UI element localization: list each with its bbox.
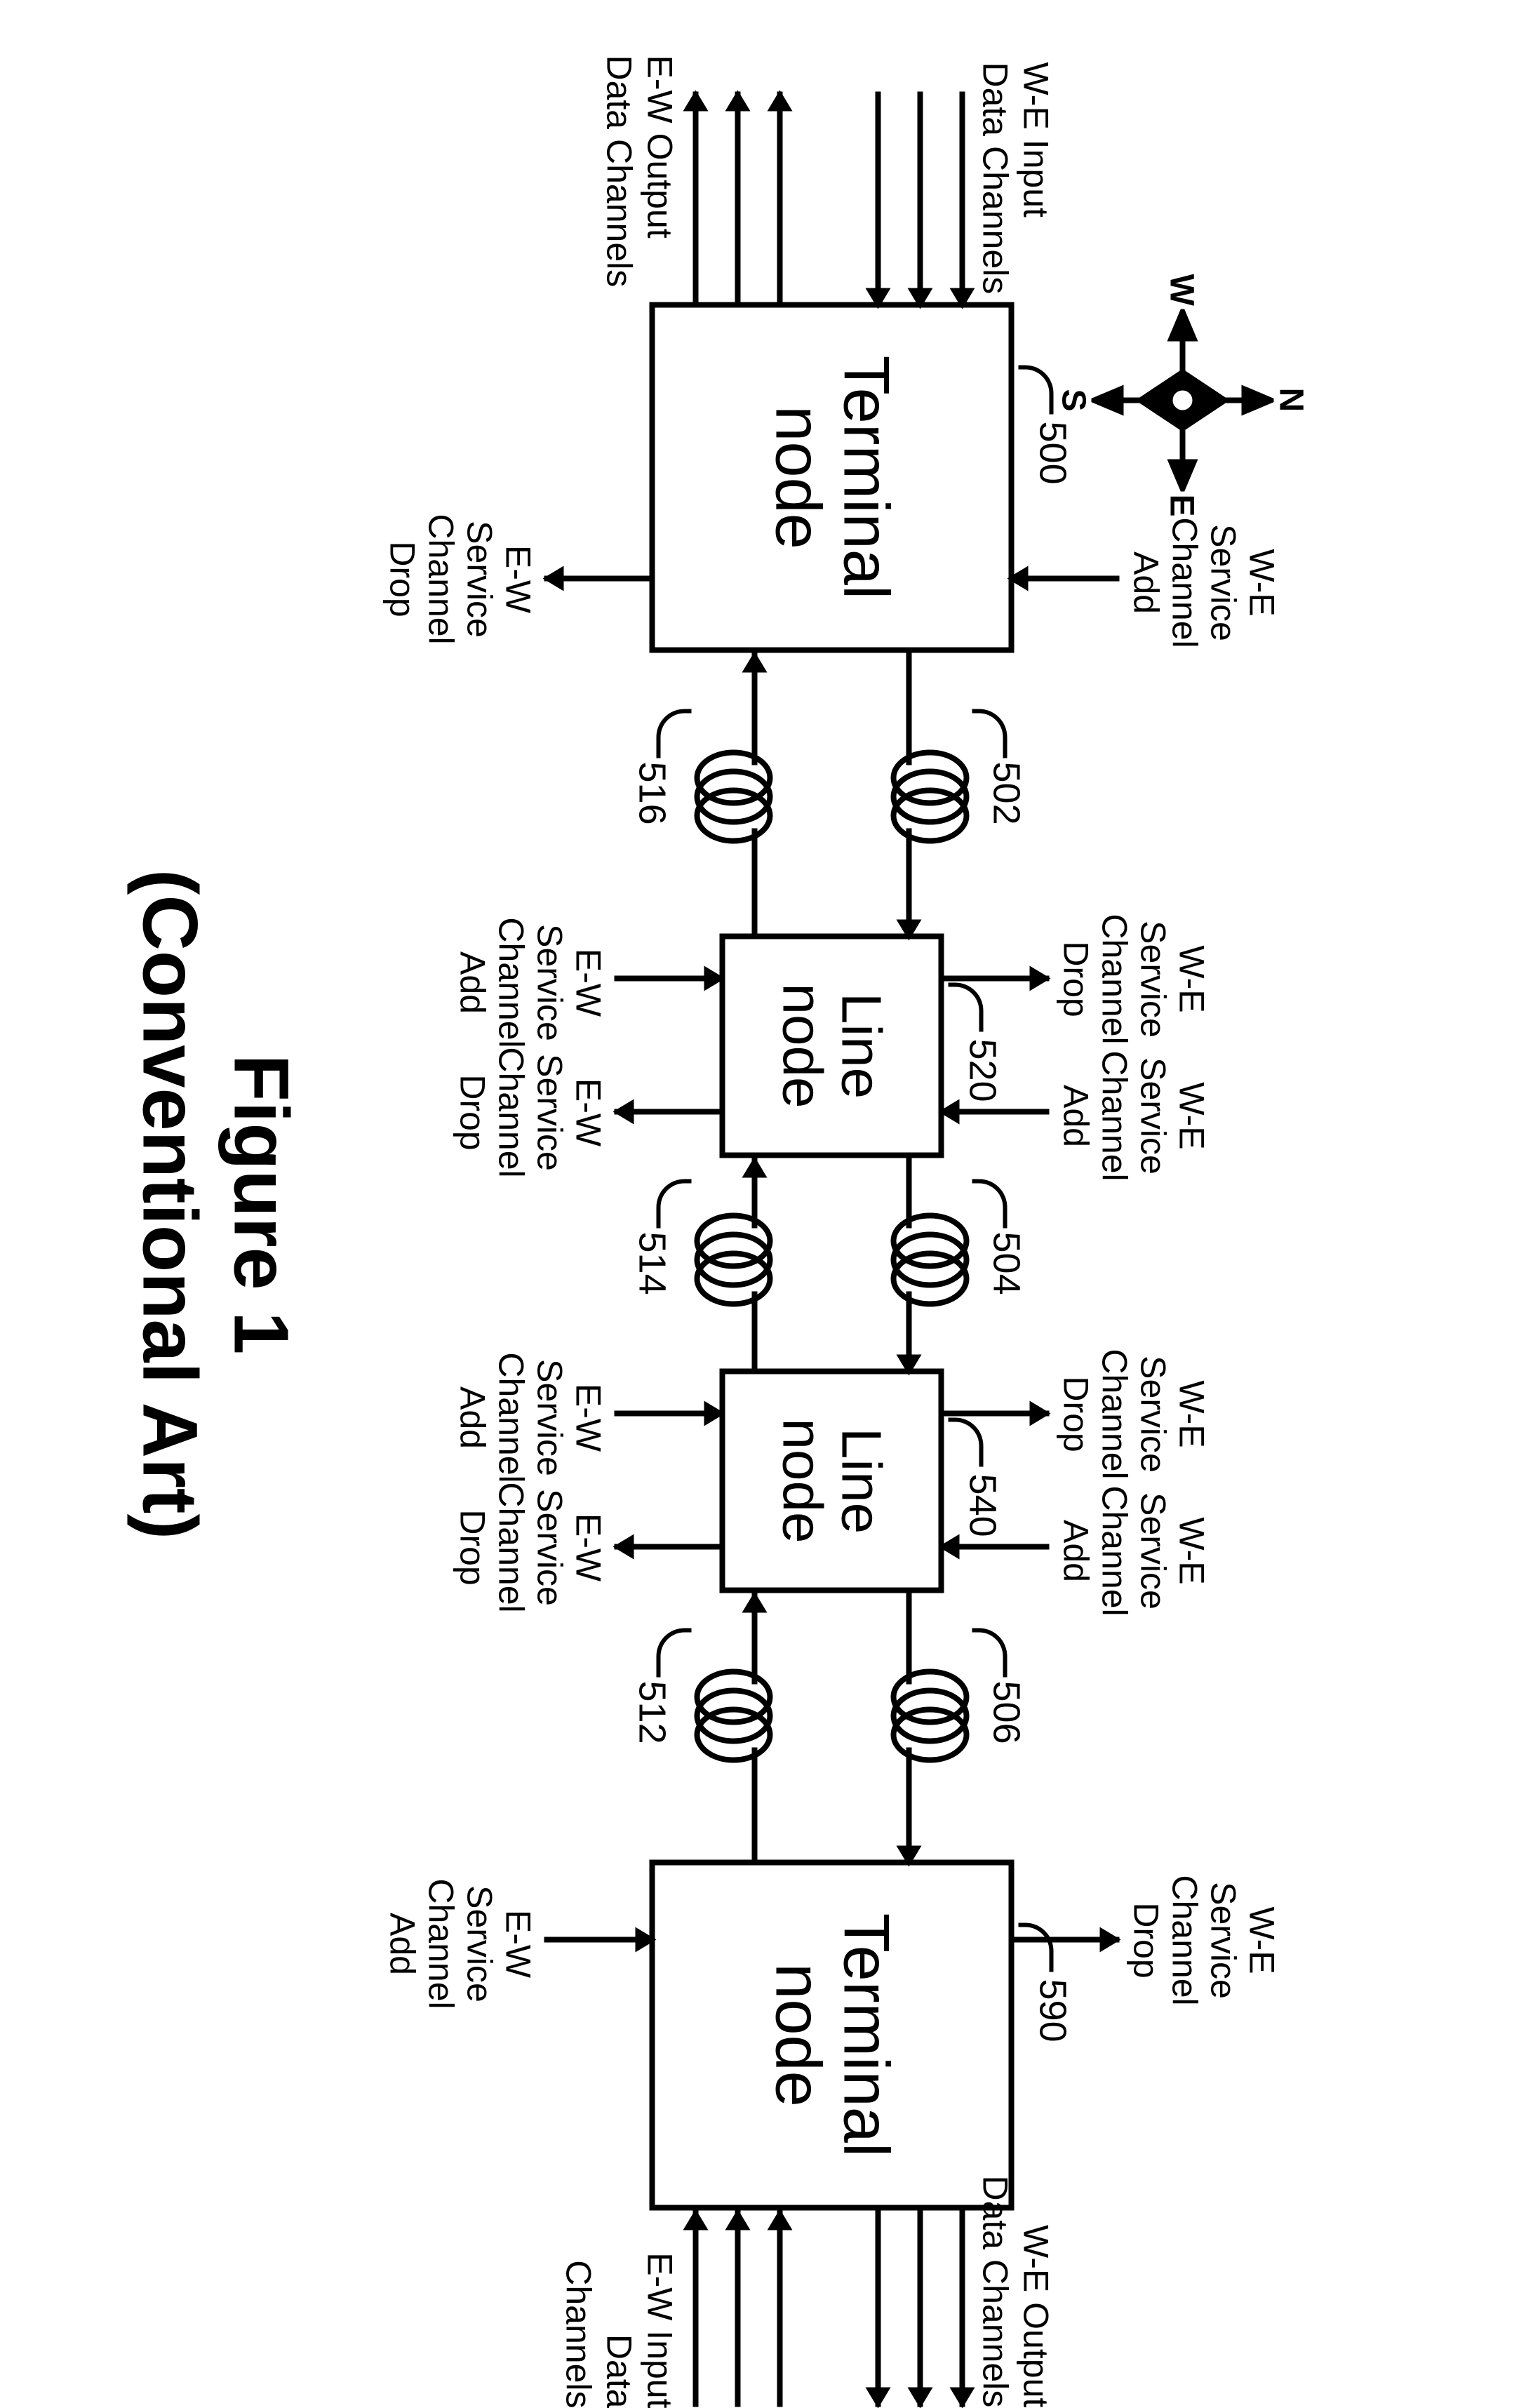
svc-we-add-tl-label: W-E Service Channel Add bbox=[1126, 512, 1280, 653]
fiber-top-2b bbox=[906, 1291, 911, 1374]
line-node-2: Line node bbox=[719, 1368, 944, 1593]
svc-ew-drop-tl bbox=[544, 575, 655, 581]
ref-curve-520 bbox=[948, 982, 983, 1031]
svc-ew-add-tr-label: E-W Service Channel Add bbox=[382, 1873, 537, 2014]
svc-we-drop-l2-label: W-E Service Channel Drop bbox=[1056, 1340, 1210, 1487]
ref-curve-504 bbox=[972, 1179, 1007, 1228]
ref-504: 504 bbox=[984, 1231, 1028, 1295]
line-node-1: Line node bbox=[719, 933, 944, 1158]
figure-title-1: Figure 1 bbox=[216, 0, 305, 2408]
svc-ew-drop-l2 bbox=[614, 1544, 723, 1549]
svc-ew-add-l1 bbox=[614, 975, 723, 981]
svc-ew-add-l1-label: E-W Service Channel Add bbox=[453, 912, 607, 1052]
terminal-node-right-label: Terminal node bbox=[763, 1913, 899, 2157]
ref-502: 502 bbox=[984, 761, 1028, 824]
ew-output-arrow-1 bbox=[777, 91, 782, 307]
ref-curve-512 bbox=[656, 1628, 691, 1677]
line-node-1-label: Line node bbox=[772, 983, 890, 1108]
fiber-bot-1b bbox=[751, 653, 757, 765]
svc-we-drop-tr-label: W-E Service Channel Drop bbox=[1126, 1866, 1280, 2014]
fiber-bot-2b bbox=[751, 1158, 757, 1228]
svc-ew-add-l2 bbox=[614, 1410, 723, 1416]
we-input-label: W-E Input Data Channels bbox=[975, 62, 1056, 294]
ref-curve-540 bbox=[948, 1417, 983, 1466]
we-input-arrow-1 bbox=[959, 91, 965, 307]
svc-we-add-l2-label: W-E Service Channel Add bbox=[1056, 1480, 1210, 1621]
svc-we-add-l1 bbox=[939, 1109, 1049, 1114]
ew-input-arrow-2 bbox=[735, 2210, 740, 2407]
ref-curve-514 bbox=[656, 1179, 691, 1228]
line-node-2-label: Line node bbox=[772, 1418, 890, 1543]
compass-s: S bbox=[1054, 389, 1092, 411]
svc-ew-drop-l2-label: E-W Service Channel Drop bbox=[453, 1473, 607, 1621]
ref-512: 512 bbox=[630, 1680, 674, 1744]
ref-590: 590 bbox=[1031, 1979, 1074, 2042]
we-output-arrow-1 bbox=[959, 2210, 965, 2407]
ref-curve-502 bbox=[972, 709, 1007, 758]
ref-520: 520 bbox=[960, 1038, 1004, 1102]
coil-bot-1 bbox=[691, 744, 775, 849]
svc-we-add-l2 bbox=[939, 1544, 1049, 1549]
svc-ew-drop-tl-label: E-W Service Channel Drop bbox=[382, 505, 537, 653]
ref-curve-590 bbox=[1018, 1922, 1053, 1972]
fiber-top-1b bbox=[906, 828, 911, 939]
ew-input-label: E-W Input Data Channels bbox=[558, 2189, 680, 2408]
svc-we-drop-l2 bbox=[939, 1410, 1049, 1416]
svc-ew-add-l2-label: E-W Service Channel Add bbox=[453, 1347, 607, 1487]
ref-curve-516 bbox=[656, 709, 691, 758]
ref-516: 516 bbox=[630, 761, 674, 824]
ref-506: 506 bbox=[984, 1680, 1028, 1744]
coil-bot-3 bbox=[691, 1663, 775, 1768]
coil-top-1 bbox=[888, 744, 972, 849]
fiber-top-3b bbox=[906, 1747, 911, 1865]
ref-curve-506 bbox=[972, 1628, 1007, 1677]
we-input-arrow-3 bbox=[875, 91, 881, 307]
svc-ew-drop-l1-label: E-W Service Channel Drop bbox=[453, 1038, 607, 1186]
svc-we-drop-tr bbox=[1008, 1937, 1119, 1942]
svc-we-drop-l1-label: W-E Service Channel Drop bbox=[1056, 905, 1210, 1052]
ew-input-arrow-3 bbox=[692, 2210, 698, 2407]
ref-514: 514 bbox=[630, 1231, 674, 1295]
terminal-node-left: Terminal node bbox=[649, 302, 1014, 653]
ew-output-label: E-W Output Data Channels bbox=[598, 55, 680, 287]
terminal-node-right: Terminal node bbox=[649, 1859, 1014, 2210]
svc-ew-add-tr bbox=[544, 1937, 655, 1942]
fiber-bot-3b bbox=[751, 1593, 757, 1684]
figure-title-2: (Conventional Art) bbox=[125, 0, 214, 2408]
we-output-arrow-3 bbox=[875, 2210, 881, 2407]
figure-stage: N S W E Terminal node 500 Line node 520 … bbox=[0, 0, 1533, 2408]
compass-n: N bbox=[1271, 387, 1310, 412]
ew-input-arrow-1 bbox=[777, 2210, 782, 2407]
we-output-arrow-2 bbox=[917, 2210, 923, 2407]
compass-w: W bbox=[1162, 274, 1200, 305]
coil-top-3 bbox=[888, 1663, 972, 1768]
compass-rose: N S W E bbox=[1091, 309, 1273, 491]
ew-output-arrow-2 bbox=[735, 91, 740, 307]
ew-output-arrow-3 bbox=[692, 91, 698, 307]
we-input-arrow-2 bbox=[917, 91, 923, 307]
coil-bot-2 bbox=[691, 1207, 775, 1312]
svc-we-add-tl bbox=[1008, 575, 1119, 581]
coil-top-2 bbox=[888, 1207, 972, 1312]
ref-500: 500 bbox=[1031, 421, 1074, 484]
svc-ew-drop-l1 bbox=[614, 1109, 723, 1114]
ref-540: 540 bbox=[960, 1473, 1004, 1537]
we-output-label: W-E Output Data Channels bbox=[975, 2175, 1056, 2407]
svc-we-add-l1-label: W-E Service Channel Add bbox=[1056, 1045, 1210, 1186]
svc-we-drop-l1 bbox=[939, 975, 1049, 981]
terminal-node-left-label: Terminal node bbox=[763, 355, 899, 599]
ref-curve-500 bbox=[1018, 365, 1053, 414]
